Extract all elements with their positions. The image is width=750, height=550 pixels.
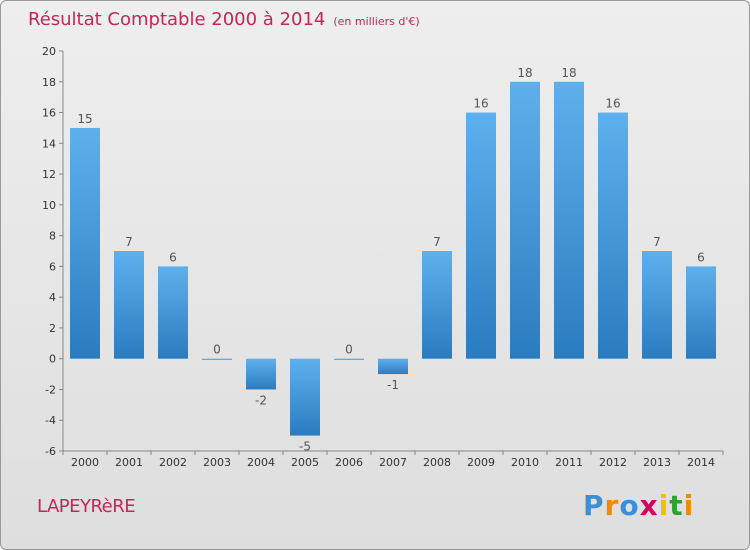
- x-tick-label: 2001: [115, 456, 143, 469]
- y-tick-label: 10: [42, 199, 56, 212]
- data-label: 6: [697, 250, 705, 264]
- chart-title-unit: (en milliers d'€): [333, 15, 420, 28]
- logo-letter: o: [619, 489, 640, 522]
- y-tick-label: 6: [49, 260, 56, 273]
- x-tick-label: 2011: [555, 456, 583, 469]
- logo-letter: i: [658, 489, 670, 522]
- x-tick-label: 2006: [335, 456, 363, 469]
- x-tick-label: 2014: [687, 456, 715, 469]
- logo-letter: t: [669, 489, 684, 522]
- y-tick-label: 4: [49, 291, 56, 304]
- bar-2007: [378, 358, 408, 375]
- bar-2013: [642, 251, 672, 359]
- bar-2010: [510, 81, 540, 359]
- logo-letter: P: [583, 489, 605, 522]
- x-tick-label: 2012: [599, 456, 627, 469]
- data-label: 18: [561, 66, 576, 80]
- data-label: 6: [169, 250, 177, 264]
- bar-2009: [466, 112, 496, 359]
- bar-2014: [686, 266, 716, 359]
- bar-2008: [422, 251, 452, 359]
- chart-title-main: Résultat Comptable 2000 à 2014: [28, 9, 326, 30]
- labels-group: 15 7 6 0 -2 -5 0 -1 7 16 18 18 16 7 6: [77, 66, 704, 454]
- data-label: -2: [255, 393, 267, 407]
- data-label: 15: [77, 112, 92, 126]
- y-tick-label: -6: [45, 445, 56, 458]
- data-label: 16: [473, 97, 488, 111]
- y-tick-label: -2: [45, 383, 56, 396]
- data-label: 7: [125, 235, 133, 249]
- x-tick-label: 2013: [643, 456, 671, 469]
- x-tick-label: 2009: [467, 456, 495, 469]
- y-tick-label: 16: [42, 107, 56, 120]
- data-label: 0: [213, 343, 221, 357]
- x-tick-label: 2003: [203, 456, 231, 469]
- x-tick-label: 2002: [159, 456, 187, 469]
- bar-2006: [334, 358, 364, 360]
- data-label: 7: [653, 235, 661, 249]
- x-tick-label: 2007: [379, 456, 407, 469]
- proxiti-logo: Proxiti: [583, 489, 694, 522]
- axes-group: -6 -4 -2 0 2 4 6 8 10 12 14 16 18 20 2000 2001 2002 2003 2…: [42, 45, 724, 469]
- y-tick-label: 12: [42, 168, 56, 181]
- commune-name: LAPEYRèRE: [37, 496, 136, 517]
- y-tick-label: -4: [45, 414, 56, 427]
- logo-letter: x: [639, 489, 659, 522]
- data-label: -1: [387, 378, 399, 392]
- y-tick-label: 18: [42, 76, 56, 89]
- x-tick-label: 2004: [247, 456, 275, 469]
- data-label: 7: [433, 235, 441, 249]
- y-tick-label: 2: [49, 322, 56, 335]
- bar-2000: [70, 127, 100, 359]
- x-tick-label: 2005: [291, 456, 319, 469]
- bar-2012: [598, 112, 628, 359]
- data-label: 18: [517, 66, 532, 80]
- bars-group: [70, 81, 716, 436]
- x-tick-label: 2010: [511, 456, 539, 469]
- y-tick-label: 0: [49, 353, 56, 366]
- x-tick-label: 2000: [71, 456, 99, 469]
- bar-2002: [158, 266, 188, 359]
- logo-letter: i: [683, 489, 695, 522]
- data-label: 16: [605, 97, 620, 111]
- bar-2003: [202, 358, 232, 360]
- data-label: -5: [299, 440, 311, 454]
- chart-title: Résultat Comptable 2000 à 2014 (en millie…: [28, 9, 420, 30]
- data-label: 0: [345, 343, 353, 357]
- bar-2011: [554, 81, 584, 359]
- bar-2005: [290, 358, 320, 436]
- bar-2001: [114, 251, 144, 359]
- logo-letter: r: [604, 489, 620, 522]
- x-tick-label: 2008: [423, 456, 451, 469]
- y-tick-label: 8: [49, 230, 56, 243]
- y-tick-label: 14: [42, 137, 56, 150]
- y-tick-label: 20: [42, 45, 56, 58]
- bar-2004: [246, 358, 276, 390]
